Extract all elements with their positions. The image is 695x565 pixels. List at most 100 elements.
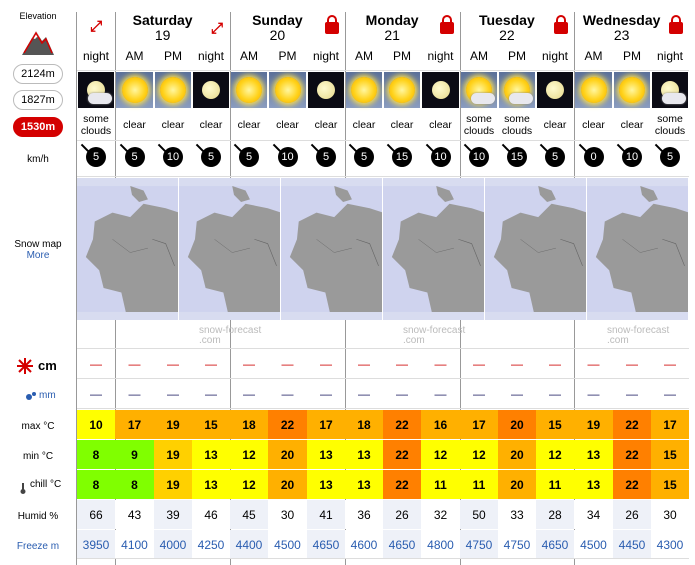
rain-value: —	[358, 387, 370, 401]
wind-arrow-icon	[80, 143, 90, 153]
condition-text: clear	[620, 119, 644, 131]
day-date: 20	[269, 27, 286, 43]
condition-text: clear	[276, 119, 299, 131]
period-label: night	[427, 49, 454, 63]
snow-value: —	[434, 357, 447, 371]
snow-value: —	[167, 357, 179, 371]
day-date: 21	[384, 27, 400, 43]
min-temp: 13	[307, 440, 345, 469]
elevation-bottom-button[interactable]: 1530m	[13, 117, 63, 137]
rain-value: —	[281, 387, 294, 401]
mountain-icon	[20, 25, 56, 57]
period-label: AM	[355, 49, 373, 63]
some-clouds-day-icon	[461, 72, 497, 108]
min-temp: 9	[115, 440, 154, 469]
clear-day-icon	[116, 72, 153, 108]
freeze-level-value: 4650	[383, 530, 421, 559]
snow-forecast-watermark: snow-forecast .com	[199, 325, 262, 346]
freeze-level-value: 4750	[498, 530, 536, 559]
max-temp-label: max °C	[21, 420, 55, 432]
period-label: PM	[508, 49, 526, 63]
max-temp: 16	[421, 410, 460, 439]
row-divider	[77, 140, 689, 141]
humidity-value: 30	[268, 500, 307, 529]
min-temp: 12	[421, 440, 460, 469]
snow-unit-label: cm	[38, 358, 57, 373]
day-name: Tuesday	[478, 12, 535, 28]
max-temp: 17	[307, 410, 345, 439]
clear-day-icon	[231, 72, 267, 108]
humidity-value: 34	[574, 500, 613, 529]
rain-icon	[25, 389, 37, 407]
chill-temp: 20	[268, 470, 307, 499]
period-label: night	[197, 49, 225, 63]
wind-arrow-icon	[501, 143, 511, 153]
row-divider	[77, 408, 689, 409]
wind-cell: 5	[77, 143, 115, 171]
condition-text: clear	[390, 119, 414, 131]
day-date: 22	[499, 27, 515, 43]
max-temp: 18	[230, 410, 268, 439]
lock-icon[interactable]	[323, 15, 341, 38]
chill-temp: 8	[77, 470, 115, 499]
period-label: AM	[584, 49, 603, 63]
freeze-level-value: 4650	[536, 530, 574, 559]
row-divider	[77, 558, 689, 559]
snow-value: —	[320, 357, 332, 371]
lock-icon[interactable]	[552, 15, 570, 38]
freeze-level-value: 4600	[345, 530, 383, 559]
max-temp: 17	[651, 410, 689, 439]
chill-temp: 15	[651, 470, 689, 499]
expand-icon[interactable]: ⤢	[210, 19, 223, 37]
snow-map-image[interactable]	[383, 178, 484, 320]
condition-text: clear	[237, 119, 261, 131]
rain-value: —	[128, 387, 141, 401]
snow-map-image[interactable]	[485, 178, 586, 320]
lock-icon[interactable]	[438, 15, 456, 38]
elevation-mid-button[interactable]: 1827m	[13, 90, 63, 110]
period-label: AM	[125, 49, 144, 63]
wind-arrow-icon	[578, 143, 587, 153]
min-temp: 8	[77, 440, 115, 469]
max-temp: 17	[460, 410, 498, 439]
snow-map-image[interactable]	[587, 178, 688, 320]
rain-value: —	[626, 387, 638, 401]
wind-arrow-icon	[463, 143, 473, 153]
condition-text: some clouds	[463, 113, 495, 137]
humidity-value: 28	[536, 500, 574, 529]
wind-speed: 5	[348, 143, 374, 167]
wind-arrow-icon	[616, 143, 626, 153]
freeze-level-value: 3950	[77, 530, 115, 559]
day-date: 19	[154, 27, 171, 43]
rain-value: —	[205, 387, 217, 401]
snow-map-image[interactable]	[179, 178, 280, 320]
clear-day-icon	[614, 72, 650, 108]
wind-arrow-icon	[386, 143, 396, 153]
condition-text: clear	[429, 119, 452, 131]
lock-icon[interactable]	[667, 15, 685, 38]
expand-icon[interactable]: ⤢	[90, 17, 103, 35]
snow-map-more-link[interactable]: More	[26, 249, 50, 261]
chill-temp: 8	[115, 470, 154, 499]
wind-speed: 10	[272, 143, 298, 167]
snow-value: —	[205, 357, 217, 371]
clear-night-icon	[422, 72, 459, 108]
snow-map-image[interactable]	[281, 178, 382, 320]
snow-map-image[interactable]	[77, 178, 178, 320]
wind-speed: 5	[654, 143, 680, 167]
snow-value: —	[473, 357, 485, 371]
max-temp: 10	[77, 410, 115, 439]
wind-cell: 15	[383, 143, 421, 171]
elevation-top-button[interactable]: 2124m	[13, 64, 63, 84]
wind-speed: 5	[195, 143, 221, 167]
condition-text: clear	[543, 119, 567, 131]
snow-value: —	[90, 357, 102, 371]
wind-speed: 5	[119, 143, 145, 167]
snow-value: —	[128, 357, 141, 371]
snow-value: —	[281, 357, 294, 371]
wind-cell: 5	[230, 143, 268, 171]
wind-arrow-icon	[233, 143, 243, 153]
rain-value: —	[434, 387, 447, 401]
min-temp: 20	[268, 440, 307, 469]
freeze-level-value: 4250	[192, 530, 230, 559]
